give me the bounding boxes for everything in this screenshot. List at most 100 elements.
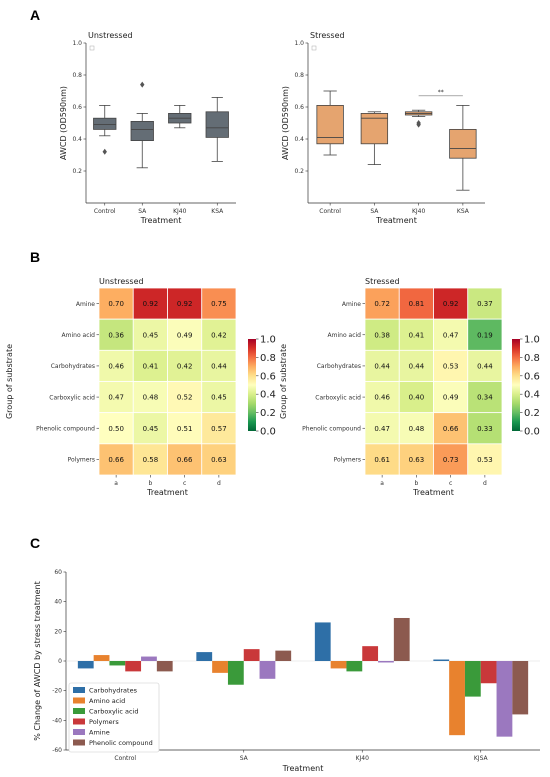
heatmap-cell-label: 0.53 — [477, 456, 493, 464]
heatmap-cell-label: 0.47 — [443, 331, 459, 339]
legend: Carbohydrates Amino acid Carboxylic acid Po… — [68, 682, 160, 753]
heatmap-cell — [433, 287, 469, 320]
heatmap-cell-label: 0.45 — [143, 331, 159, 339]
heatmap-cell — [167, 381, 203, 414]
heatmap-cell-label: 0.41 — [409, 331, 425, 339]
box-chart-unstressed: Unstressed 0.2 0.4 0.6 0.8 1.0 Control SA KJ40 KS… — [59, 31, 236, 225]
y-tick-label: -20 — [52, 688, 62, 695]
box-ksa — [449, 105, 477, 191]
y-tick-label: Polymers — [68, 457, 95, 464]
box-iqr — [316, 105, 344, 145]
significance-label: ** — [438, 89, 444, 96]
heatmap-cell-label: 0.63 — [211, 456, 227, 464]
y-tick-label: 0.8 — [72, 72, 82, 79]
heatmap-cell-label: 0.45 — [211, 394, 227, 402]
bar — [259, 661, 276, 679]
heatmap-cell-label: 0.66 — [108, 456, 124, 464]
y-tick-label: 0.6 — [294, 104, 304, 111]
box-iqr — [205, 111, 229, 138]
legend-swatch — [73, 687, 85, 693]
heatmap-cell-label: 0.92 — [177, 300, 193, 308]
heatmap-cell — [132, 318, 168, 351]
colorbar-tick-label: 0.6 — [524, 371, 540, 382]
heatmap-cell — [201, 349, 237, 382]
legend-entry: Polymers — [89, 718, 119, 726]
legend-swatch — [73, 697, 85, 704]
heatmap-cell-label: 0.81 — [409, 300, 425, 308]
box-chart-stressed: Stressed 0.2 0.4 0.6 0.8 1.0 Control SA KJ40 KSA T… — [281, 31, 485, 225]
y-tick-label: 0.2 — [72, 168, 82, 175]
heatmap-cell — [167, 412, 203, 445]
x-tick-label: Control — [114, 755, 136, 762]
heatmap-cell-label: 0.33 — [477, 425, 493, 433]
y-tick-label: -60 — [52, 747, 62, 754]
heatmap-cell-label: 0.53 — [443, 362, 459, 370]
bar-chart-percent-change: -60 -40 -20 0 20 40 60 Control SA KJ40 KJSA Treatme… — [33, 569, 540, 773]
outlier-point — [140, 81, 145, 88]
box-sa — [130, 81, 154, 169]
heatmap-cell — [167, 287, 203, 320]
x-tick-label: KJ40 — [356, 755, 370, 762]
chart-title: Unstressed — [88, 31, 133, 40]
y-axis-label: AWCD (OD590nm) — [281, 86, 290, 160]
heatmap-cell-label: 0.47 — [108, 394, 124, 402]
y-tick-label: Amine — [76, 301, 95, 308]
heatmap-cell-label: 0.42 — [211, 331, 227, 339]
heatmap-unstressed: Unstressed 0.70 0.92 0.92 0.75 0.36 0.45 0.49 0.… — [5, 277, 276, 497]
heatmap-cell — [467, 443, 503, 476]
chart-title: Unstressed — [99, 277, 144, 286]
y-axis-label: Group of substrate — [279, 344, 288, 419]
box-iqr — [93, 117, 117, 130]
y-tick-label: Carboxylic acid — [315, 394, 361, 401]
bar — [314, 622, 331, 661]
heatmap-cell-label: 0.72 — [374, 300, 390, 308]
chart-title: Stressed — [310, 31, 345, 40]
heatmap-cell-label: 0.58 — [143, 456, 159, 464]
heatmap-cell-label: 0.49 — [443, 394, 459, 402]
heatmap-cell — [467, 287, 503, 320]
box-kj40 — [404, 109, 433, 128]
bar — [496, 661, 513, 737]
y-tick-label: 20 — [54, 628, 62, 635]
heatmap-cell-label: 0.57 — [211, 425, 227, 433]
y-tick-label: 0.8 — [294, 72, 304, 79]
colorbar-tick-label: 1.0 — [260, 335, 276, 346]
heatmap-cell — [98, 287, 134, 320]
colorbar-tick-label: 0.2 — [524, 408, 540, 419]
heatmap-cell-label: 0.45 — [143, 425, 159, 433]
bar — [449, 661, 465, 736]
bar — [93, 655, 110, 661]
legend-swatch — [73, 729, 85, 735]
x-axis-label: Treatment — [146, 488, 188, 497]
heatmap-cell — [132, 287, 168, 320]
heatmap-cell-label: 0.73 — [443, 456, 459, 464]
y-tick-label: -40 — [52, 717, 62, 724]
heatmap-stressed: Stressed 0.72 0.81 0.92 0.37 0.38 0.41 0.47 0.19… — [279, 277, 540, 497]
heatmap-cell — [398, 443, 434, 476]
y-axis-label: Group of substrate — [5, 344, 14, 419]
heatmap-cell-label: 0.44 — [409, 362, 425, 370]
box-kj40 — [168, 105, 192, 129]
y-tick-label: 1.0 — [72, 40, 82, 47]
heatmap-cell — [132, 412, 168, 445]
heatmap-cell-label: 0.44 — [211, 362, 227, 370]
legend-swatch — [73, 718, 85, 725]
outlier-point — [102, 148, 107, 155]
y-tick-label: Carbohydrates — [317, 363, 361, 370]
heatmap-cell-label: 0.36 — [108, 331, 124, 339]
bar — [480, 661, 497, 684]
bar — [109, 661, 126, 666]
heatmap-cell — [167, 349, 203, 382]
heatmap-cell-label: 0.42 — [177, 362, 193, 370]
colorbar-tick-label: 0.0 — [260, 427, 276, 438]
y-tick-label: 40 — [54, 599, 62, 606]
heatmap-cell — [364, 349, 400, 382]
heatmap-cell — [201, 381, 237, 414]
x-tick-label: KSA — [457, 208, 470, 215]
heatmap-cell-label: 0.41 — [143, 362, 159, 370]
legend-frame — [68, 682, 160, 753]
x-axis-label: Treatment — [375, 216, 417, 225]
heatmap-cell-label: 0.92 — [143, 300, 159, 308]
heatmap-cell-label: 0.34 — [477, 394, 493, 402]
x-tick-label: c — [183, 480, 186, 487]
